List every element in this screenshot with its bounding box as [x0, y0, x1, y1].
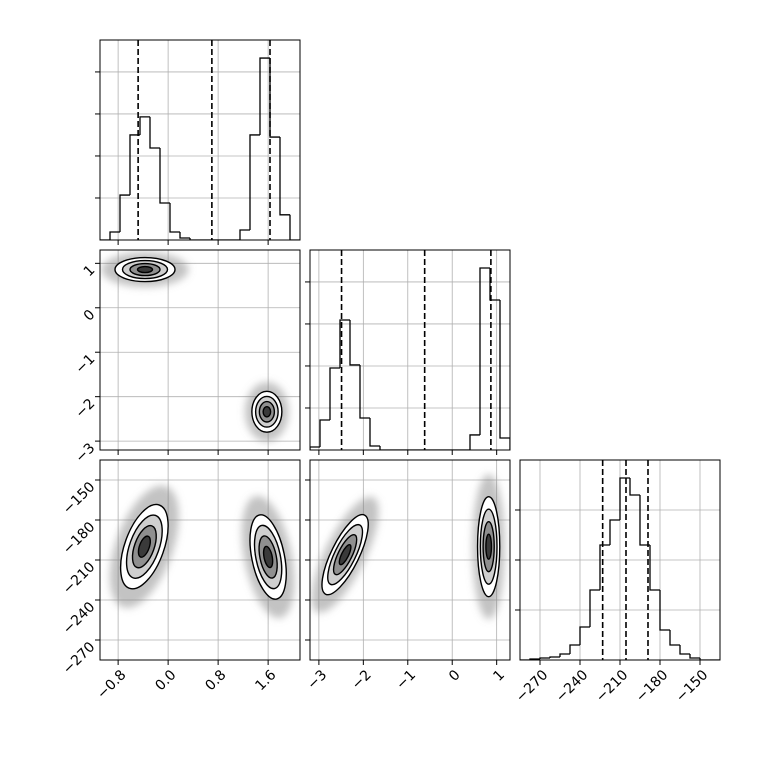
x-tick-label: −3	[304, 667, 330, 693]
plot-area	[311, 474, 505, 620]
histogram-bin	[269, 58, 280, 138]
x-tick-label: −150	[673, 667, 712, 706]
histogram-bin	[649, 545, 660, 591]
histogram-bin	[379, 445, 390, 450]
histogram-bin	[139, 116, 150, 135]
y-tick-label: −270	[60, 639, 99, 678]
histogram-bin	[629, 478, 640, 496]
histogram-bin	[489, 267, 500, 301]
y-tick-label: −240	[60, 599, 99, 638]
y-tick-label: −2	[72, 396, 98, 422]
histogram-bin	[499, 300, 510, 450]
x-tick-label: 0.0	[152, 667, 179, 694]
histogram-bin	[319, 419, 330, 447]
histogram-bin	[619, 477, 630, 520]
histogram-bin	[189, 237, 200, 240]
x-tick-label: −240	[553, 667, 592, 706]
panel-frame	[99, 459, 301, 661]
x-tick-label: −0.8	[94, 667, 129, 702]
histogram-bin	[349, 320, 360, 366]
histogram-bin	[469, 434, 480, 450]
x-tick-label: −2	[349, 667, 375, 693]
histogram-bin	[289, 214, 300, 240]
plot-area	[100, 40, 300, 240]
histogram-bin	[310, 446, 320, 450]
histogram-bin	[169, 203, 180, 233]
panel: −0.8 0.0 0.8 1.6 −270−240−210−180−150	[60, 459, 301, 702]
density-contour	[338, 543, 352, 566]
y-tick-label: −3	[72, 440, 98, 466]
histogram-bin	[249, 134, 260, 230]
y-tick-label: −180	[60, 519, 99, 558]
histogram-bin	[579, 626, 590, 645]
histogram-bin	[479, 267, 490, 435]
histogram-bin	[339, 319, 350, 368]
histogram-bin	[149, 116, 160, 149]
x-tick-label: −1	[393, 667, 419, 693]
x-tick-label: 1.6	[252, 667, 279, 694]
plot-area	[101, 252, 289, 442]
histogram-bin	[659, 590, 670, 631]
histogram-bin	[359, 364, 370, 419]
y-tick-label: 0	[81, 307, 99, 325]
plot-area	[310, 250, 510, 450]
histogram-bin	[129, 134, 140, 196]
y-tick-label: −1	[72, 351, 98, 377]
density-contour	[262, 545, 274, 569]
histogram-bin	[329, 367, 340, 420]
panel: −3 −2 −1 0 1	[72, 249, 301, 466]
histogram-bin	[689, 654, 700, 659]
density-contour	[136, 265, 154, 274]
histogram-bin	[639, 495, 650, 546]
histogram-bin	[609, 519, 620, 545]
x-tick-label: 0	[446, 667, 464, 685]
histogram-bin	[239, 229, 250, 240]
histogram-bin	[159, 147, 170, 204]
histogram-bin	[569, 644, 580, 654]
x-tick-label: 1	[490, 667, 508, 685]
histogram-bin	[589, 589, 600, 627]
histogram-bin	[669, 630, 680, 646]
x-tick-label: −210	[593, 667, 632, 706]
x-tick-label: −270	[513, 667, 552, 706]
y-tick-label: −210	[60, 559, 99, 598]
histogram-bin	[369, 417, 380, 447]
density-contour	[137, 535, 152, 558]
panel-frame	[99, 39, 301, 241]
histogram-bin	[679, 645, 690, 655]
panel-frame	[309, 249, 511, 451]
histogram-bin	[549, 656, 560, 658]
density-contour	[485, 533, 493, 560]
x-tick-label: 0.8	[202, 667, 229, 694]
histogram-bin	[119, 194, 130, 233]
histogram-bin	[559, 653, 570, 657]
histogram-bin	[599, 544, 610, 590]
x-tick-label: −180	[633, 667, 672, 706]
density-contour	[262, 405, 272, 418]
y-tick-label: 1	[81, 262, 99, 280]
panel-frame	[99, 249, 301, 451]
plot-area	[520, 460, 720, 660]
panel	[305, 249, 511, 455]
histogram-bin	[259, 57, 270, 135]
panel	[95, 39, 301, 245]
panel-frame	[309, 459, 511, 661]
histogram-bin	[179, 232, 190, 239]
panel: −270 −240 −210 −180 −150	[513, 459, 721, 706]
histogram-bin	[279, 137, 290, 216]
histogram-bin	[539, 657, 550, 659]
histogram-bin	[109, 231, 120, 240]
histogram-bin	[699, 658, 710, 660]
plot-area	[109, 485, 295, 619]
panel: −3 −2 −1 0 1	[304, 459, 511, 693]
panel-frame	[519, 459, 721, 661]
y-tick-label: −150	[60, 479, 99, 518]
